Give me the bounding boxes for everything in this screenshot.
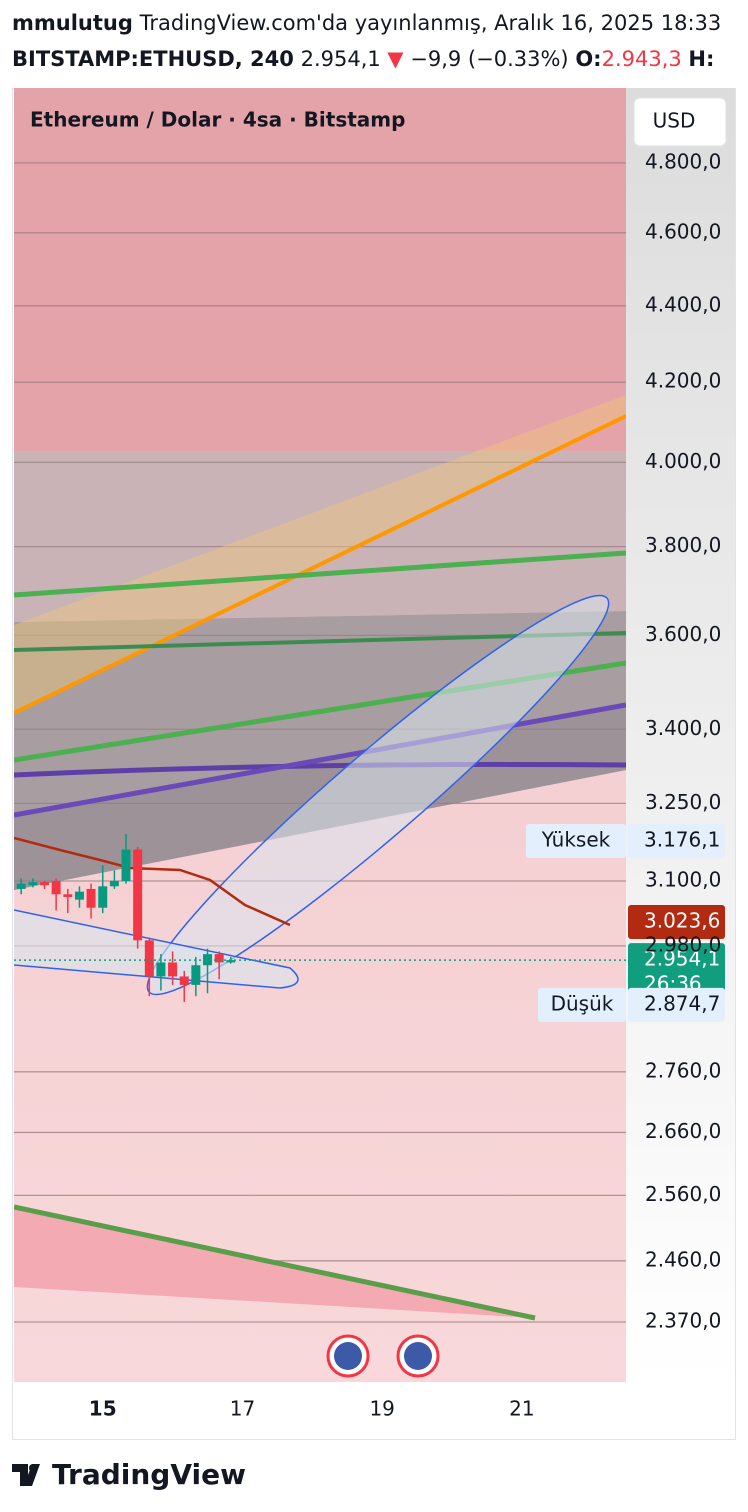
marker-name: Düşük xyxy=(551,991,614,1015)
y-tick-label: 4.200,0 xyxy=(645,369,721,393)
price-axis xyxy=(626,88,735,1382)
candle-body xyxy=(51,881,61,895)
y-tick-label: 2.980,0 xyxy=(645,932,721,956)
candle-body xyxy=(98,886,108,908)
y-tick-label: 3.800,0 xyxy=(645,533,721,557)
y-tick-label: 4.600,0 xyxy=(645,219,721,243)
candle-body xyxy=(214,954,224,963)
y-tick-label: 2.560,0 xyxy=(645,1182,721,1206)
x-tick-label: 19 xyxy=(369,1397,394,1421)
high-label: H: xyxy=(688,47,714,71)
x-tick-label: 15 xyxy=(89,1397,117,1421)
candle-body xyxy=(28,882,38,886)
currency-button[interactable] xyxy=(633,97,727,147)
change: −9,9 (−0.33%) xyxy=(410,47,568,71)
candle-body xyxy=(16,883,26,889)
price-badge xyxy=(628,824,725,859)
trend-line xyxy=(14,414,626,715)
candle-body xyxy=(156,962,166,977)
trend-line xyxy=(14,1204,536,1321)
y-tick-label: 3.600,0 xyxy=(645,622,721,646)
y-tick-label: 2.370,0 xyxy=(645,1309,721,1333)
trend-line xyxy=(14,702,626,818)
triangle-drawing xyxy=(14,909,299,989)
gray-zone xyxy=(14,451,626,622)
price-badge xyxy=(628,904,725,939)
drawings xyxy=(14,88,626,1382)
chart-title: Ethereum / Dolar · 4sa · Bitstamp xyxy=(30,108,405,132)
symbol: BITSTAMP:ETHUSD, 240 xyxy=(12,47,294,71)
candle-body xyxy=(63,894,73,897)
marker-name-bg xyxy=(526,824,626,859)
candle-body xyxy=(121,849,131,882)
price-badge-label: 3.176,1 xyxy=(644,828,720,852)
candle-body xyxy=(109,881,119,887)
flag-icon xyxy=(404,1342,432,1370)
logo-dot xyxy=(29,1464,37,1472)
price-badge-label: 2.874,7 xyxy=(644,991,720,1015)
y-tick-label: 3.250,0 xyxy=(645,790,721,814)
arrow: ▼ xyxy=(387,47,404,71)
price-badge xyxy=(628,943,725,1002)
marker-name: Yüksek xyxy=(541,828,611,852)
moving-average xyxy=(14,836,291,927)
candle-body xyxy=(191,965,201,985)
price-badge-label: 2.954,1 xyxy=(644,947,720,971)
orange-channel xyxy=(14,395,626,713)
last: 2.954,1 xyxy=(301,47,381,71)
brand: TradingView xyxy=(52,1458,246,1491)
logo: TradingView xyxy=(12,1458,246,1491)
x-tick-label: 21 xyxy=(509,1397,534,1421)
header-line: mmulutug TradingView.com'da yayınlanmış,… xyxy=(12,11,721,35)
flag-icon xyxy=(334,1342,362,1370)
candle-body xyxy=(144,940,154,977)
price-badge xyxy=(628,987,725,1022)
y-tick-label: 3.100,0 xyxy=(645,868,721,892)
candle-body xyxy=(86,888,96,908)
open-label: O: xyxy=(575,47,601,71)
y-tick-label: 4.800,0 xyxy=(645,149,721,173)
resistance-zone xyxy=(14,88,626,451)
y-tick-label: 3.400,0 xyxy=(645,716,721,740)
trend-line xyxy=(14,761,626,778)
y-tick-label: 2.460,0 xyxy=(645,1247,721,1271)
marker-name-bg xyxy=(538,987,626,1022)
candle-body xyxy=(133,849,143,941)
y-tick-label: 4.400,0 xyxy=(645,292,721,316)
candle-body xyxy=(168,962,178,977)
price-badge-label: 3.023,6 xyxy=(644,908,720,932)
author: mmulutug xyxy=(12,11,133,35)
trend-line xyxy=(14,550,626,598)
y-tick-label: 2.660,0 xyxy=(645,1119,721,1143)
candle-body xyxy=(179,976,189,985)
y-tick-label: 4.000,0 xyxy=(645,449,721,473)
header-quote: BITSTAMP:ETHUSD, 240 2.954,1 ▼ −9,9 (−0.… xyxy=(12,47,714,71)
candle-body xyxy=(226,960,236,963)
candle-body xyxy=(74,891,84,900)
currency: USD xyxy=(653,109,696,133)
candle-body xyxy=(40,882,50,886)
x-tick-label: 17 xyxy=(230,1397,255,1421)
open: 2.943,3 xyxy=(602,47,682,71)
published: TradingView.com'da yayınlanmış, Aralık 1… xyxy=(139,11,722,35)
y-tick-label: 2.760,0 xyxy=(645,1058,721,1082)
candle-body xyxy=(203,954,213,966)
